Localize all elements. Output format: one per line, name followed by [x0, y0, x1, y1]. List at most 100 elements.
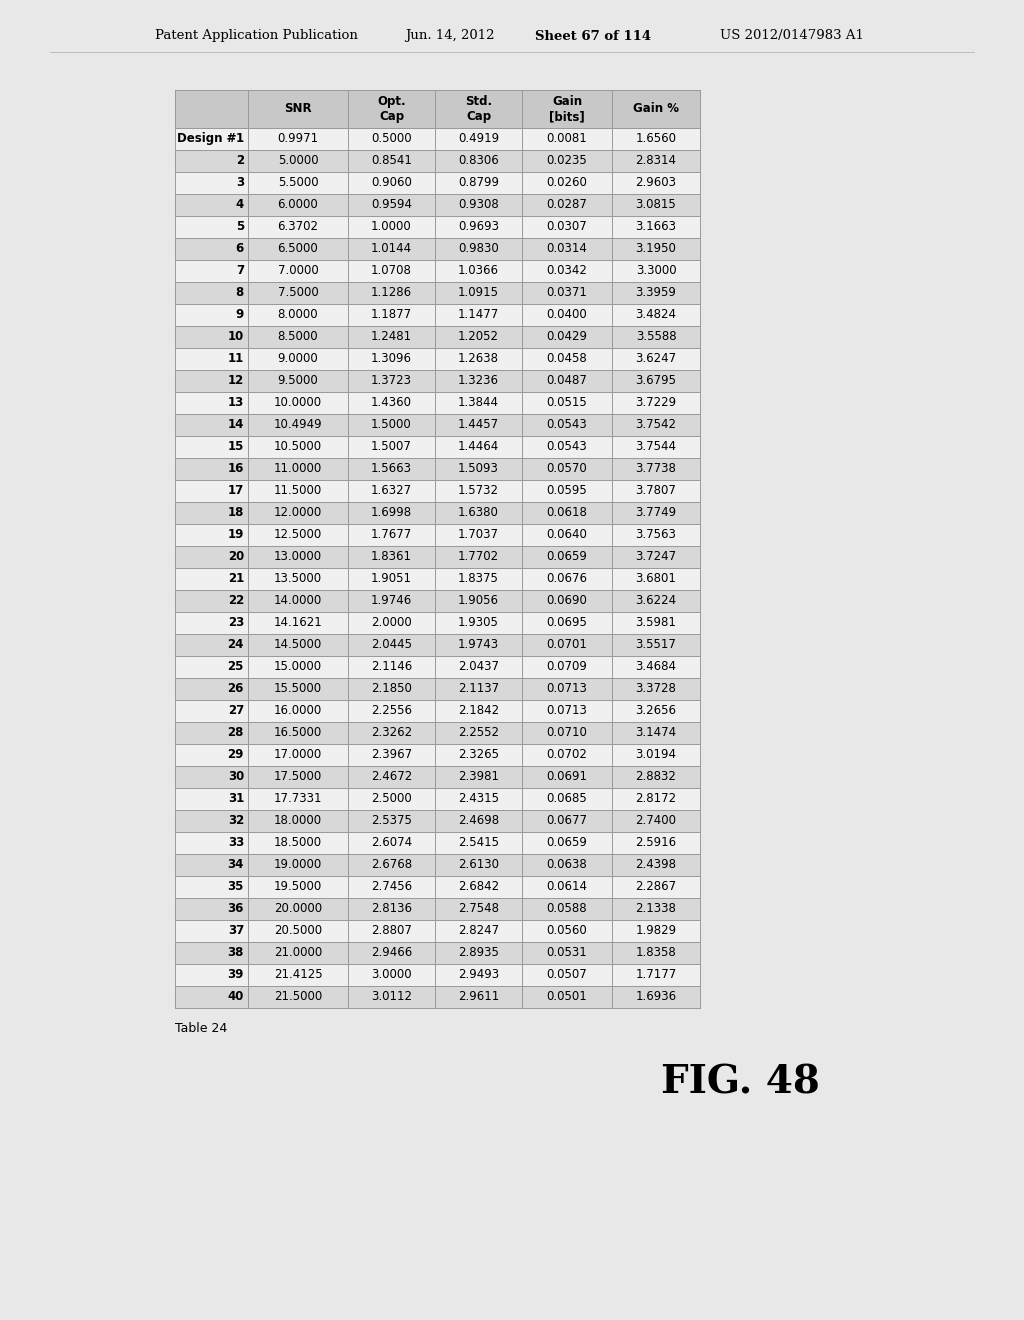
- Text: 2.1842: 2.1842: [458, 705, 499, 718]
- Text: Opt.
Cap: Opt. Cap: [377, 95, 406, 123]
- Bar: [175, 942, 700, 964]
- Text: 1.9743: 1.9743: [458, 639, 499, 652]
- Text: 32: 32: [227, 814, 244, 828]
- Text: 0.9830: 0.9830: [458, 243, 499, 256]
- Text: 16.0000: 16.0000: [273, 705, 323, 718]
- Text: 6.0000: 6.0000: [278, 198, 318, 211]
- Text: 0.0595: 0.0595: [547, 484, 588, 498]
- Text: 19: 19: [227, 528, 244, 541]
- Text: 1.8358: 1.8358: [636, 946, 677, 960]
- Text: 1.6380: 1.6380: [458, 507, 499, 520]
- Text: 9.0000: 9.0000: [278, 352, 318, 366]
- Text: 0.9060: 0.9060: [371, 177, 412, 190]
- Text: 38: 38: [227, 946, 244, 960]
- Text: 0.0560: 0.0560: [547, 924, 588, 937]
- Text: 5.0000: 5.0000: [278, 154, 318, 168]
- Text: 2.8136: 2.8136: [371, 903, 412, 916]
- Text: 2.7456: 2.7456: [371, 880, 412, 894]
- Text: 0.0235: 0.0235: [547, 154, 588, 168]
- Text: 0.0691: 0.0691: [547, 771, 588, 784]
- Text: 2.5375: 2.5375: [371, 814, 412, 828]
- Text: 19.0000: 19.0000: [273, 858, 323, 871]
- Text: 0.0429: 0.0429: [547, 330, 588, 343]
- Text: 0.0287: 0.0287: [547, 198, 588, 211]
- Text: 3.2656: 3.2656: [636, 705, 677, 718]
- Text: 2.9603: 2.9603: [636, 177, 677, 190]
- Text: 2.2552: 2.2552: [458, 726, 499, 739]
- Text: 8.0000: 8.0000: [278, 309, 318, 322]
- Bar: [175, 260, 700, 282]
- Text: 21.5000: 21.5000: [273, 990, 323, 1003]
- Text: 2.0437: 2.0437: [458, 660, 499, 673]
- Bar: [175, 722, 700, 744]
- Bar: [175, 546, 700, 568]
- Text: 2.2556: 2.2556: [371, 705, 412, 718]
- Bar: [175, 920, 700, 942]
- Text: 37: 37: [227, 924, 244, 937]
- Text: 2.4315: 2.4315: [458, 792, 499, 805]
- Text: 26: 26: [227, 682, 244, 696]
- Text: 2.4672: 2.4672: [371, 771, 412, 784]
- Text: 2.9493: 2.9493: [458, 969, 499, 982]
- Text: 3.4684: 3.4684: [636, 660, 677, 673]
- Text: 0.5000: 0.5000: [371, 132, 412, 145]
- Text: 2: 2: [236, 154, 244, 168]
- Bar: [175, 436, 700, 458]
- Text: 20.0000: 20.0000: [274, 903, 323, 916]
- Text: 0.0515: 0.0515: [547, 396, 588, 409]
- Text: 1.6327: 1.6327: [371, 484, 412, 498]
- Text: 0.4919: 0.4919: [458, 132, 499, 145]
- Bar: [175, 370, 700, 392]
- Text: 0.9308: 0.9308: [458, 198, 499, 211]
- Text: 9: 9: [236, 309, 244, 322]
- Text: 0.9971: 0.9971: [278, 132, 318, 145]
- Bar: [175, 90, 700, 128]
- Text: 1.7677: 1.7677: [371, 528, 412, 541]
- Text: 0.0710: 0.0710: [547, 726, 588, 739]
- Bar: [175, 612, 700, 634]
- Bar: [175, 634, 700, 656]
- Bar: [175, 458, 700, 480]
- Text: 1.9829: 1.9829: [636, 924, 677, 937]
- Text: 3.0112: 3.0112: [371, 990, 412, 1003]
- Text: 2.3967: 2.3967: [371, 748, 412, 762]
- Text: 3.0000: 3.0000: [371, 969, 412, 982]
- Text: 2.9611: 2.9611: [458, 990, 499, 1003]
- Text: 1.0366: 1.0366: [458, 264, 499, 277]
- Text: 0.0713: 0.0713: [547, 682, 588, 696]
- Text: 0.0400: 0.0400: [547, 309, 588, 322]
- Text: 0.0531: 0.0531: [547, 946, 588, 960]
- Text: 1.4360: 1.4360: [371, 396, 412, 409]
- Text: 2.5000: 2.5000: [371, 792, 412, 805]
- Text: 2.6130: 2.6130: [458, 858, 499, 871]
- Text: 14.5000: 14.5000: [273, 639, 323, 652]
- Text: 15.0000: 15.0000: [274, 660, 323, 673]
- Text: 2.7400: 2.7400: [636, 814, 677, 828]
- Bar: [175, 172, 700, 194]
- Text: 1.1877: 1.1877: [371, 309, 412, 322]
- Text: 3.1663: 3.1663: [636, 220, 677, 234]
- Text: US 2012/0147983 A1: US 2012/0147983 A1: [720, 29, 864, 42]
- Bar: [175, 150, 700, 172]
- Text: 18: 18: [227, 507, 244, 520]
- Text: 3.6801: 3.6801: [636, 573, 677, 586]
- Text: 3.5981: 3.5981: [636, 616, 677, 630]
- Text: 3.0194: 3.0194: [636, 748, 677, 762]
- Bar: [175, 216, 700, 238]
- Text: 1.7177: 1.7177: [635, 969, 677, 982]
- Text: 2.3262: 2.3262: [371, 726, 412, 739]
- Text: 14: 14: [227, 418, 244, 432]
- Text: 0.0307: 0.0307: [547, 220, 588, 234]
- Text: 23: 23: [227, 616, 244, 630]
- Text: 31: 31: [227, 792, 244, 805]
- Text: 6: 6: [236, 243, 244, 256]
- Text: 2.4698: 2.4698: [458, 814, 499, 828]
- Bar: [175, 282, 700, 304]
- Text: 3.5517: 3.5517: [636, 639, 677, 652]
- Text: 0.0702: 0.0702: [547, 748, 588, 762]
- Text: 1.6936: 1.6936: [636, 990, 677, 1003]
- Text: 0.0371: 0.0371: [547, 286, 588, 300]
- Text: 1.2638: 1.2638: [458, 352, 499, 366]
- Text: 0.9693: 0.9693: [458, 220, 499, 234]
- Text: 0.0685: 0.0685: [547, 792, 588, 805]
